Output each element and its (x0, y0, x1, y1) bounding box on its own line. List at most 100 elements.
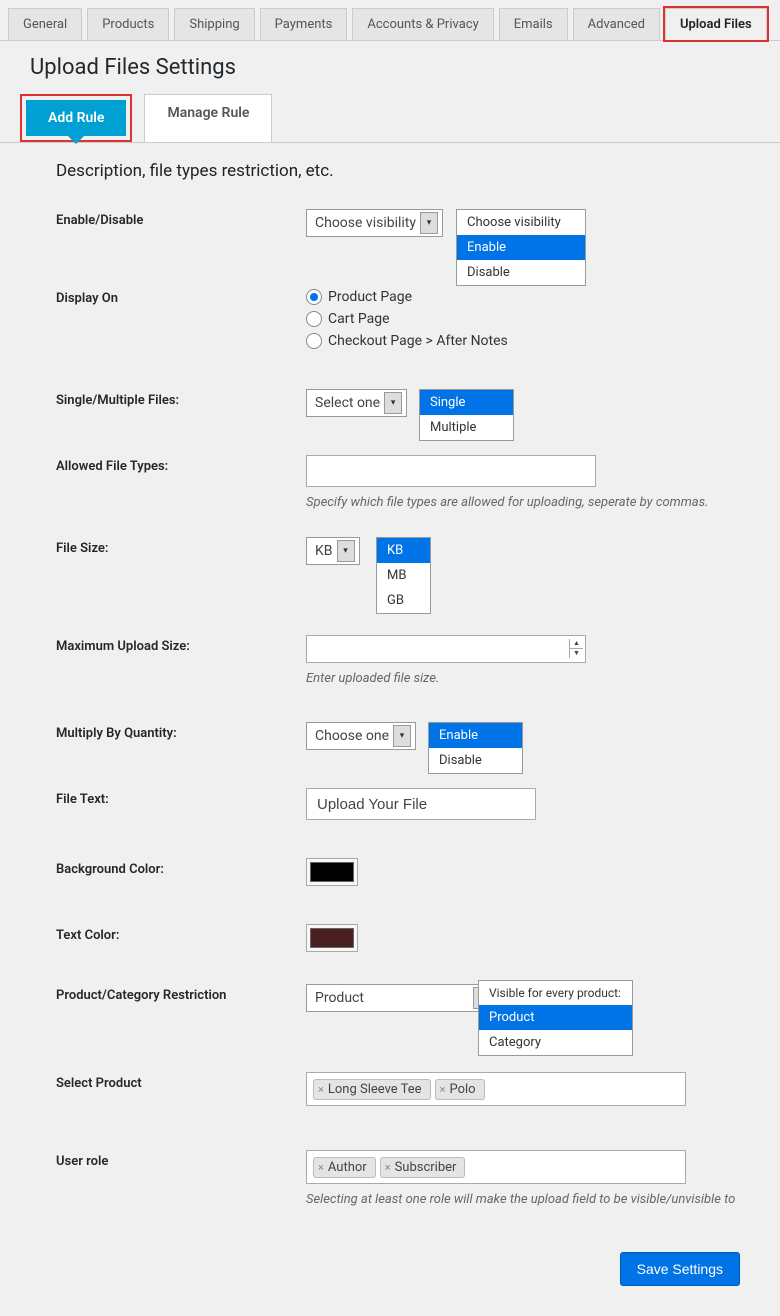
label-restriction: Product/Category Restriction (56, 984, 306, 1003)
radio-icon (306, 311, 322, 327)
chevron-down-icon: ▾ (420, 212, 438, 234)
section-description: Description, file types restriction, etc… (56, 161, 780, 181)
radio-product-page[interactable]: Product Page (306, 289, 760, 305)
dropdown-restriction: Visible for every product: Product Categ… (478, 980, 633, 1056)
dropdown-item-mb[interactable]: MB (377, 563, 430, 588)
close-icon[interactable]: × (440, 1083, 446, 1096)
spinner-down-icon[interactable]: ▼ (570, 649, 583, 658)
label-file-size: File Size: (56, 537, 306, 556)
dropdown-item-gb[interactable]: GB (377, 588, 430, 613)
dropdown-item-disable[interactable]: Disable (457, 260, 585, 285)
select-multiply-qty-value: Choose one (315, 728, 389, 744)
label-single-multiple: Single/Multiple Files: (56, 389, 306, 408)
dropdown-item-product[interactable]: Product (479, 1005, 632, 1030)
spinner-buttons[interactable]: ▲ ▼ (569, 639, 583, 658)
hint-user-role: Selecting at least one role will make th… (306, 1190, 760, 1210)
tab-products[interactable]: Products (87, 8, 169, 40)
chip-label: Subscriber (395, 1160, 457, 1175)
input-file-text[interactable] (306, 788, 536, 820)
tab-shipping[interactable]: Shipping (174, 8, 254, 40)
save-settings-button[interactable]: Save Settings (620, 1252, 740, 1286)
label-multiply-qty: Multiply By Quantity: (56, 722, 306, 741)
color-picker-text[interactable] (306, 924, 358, 952)
select-multiply-qty[interactable]: Choose one ▾ (306, 722, 416, 750)
dropdown-file-size: KB MB GB (376, 537, 431, 614)
select-visibility-value: Choose visibility (315, 215, 416, 231)
chevron-down-icon: ▾ (337, 540, 355, 562)
tab-advanced[interactable]: Advanced (573, 8, 660, 40)
subtabs: Add Rule Manage Rule (0, 94, 780, 143)
dropdown-item-disable-qty[interactable]: Disable (429, 748, 522, 773)
chip-label: Polo (449, 1082, 475, 1097)
tab-general[interactable]: General (8, 8, 82, 40)
multiselect-products[interactable]: × Long Sleeve Tee × Polo (306, 1072, 686, 1106)
radio-group-display-on: Product Page Cart Page Checkout Page > A… (306, 287, 760, 349)
label-bg-color: Background Color: (56, 858, 306, 877)
tab-upload-files[interactable]: Upload Files (665, 8, 767, 40)
label-file-text: File Text: (56, 788, 306, 807)
dropdown-item-enable[interactable]: Enable (457, 235, 585, 260)
chip-role: × Author (313, 1157, 376, 1178)
label-display-on: Display On (56, 287, 306, 306)
settings-form: Enable/Disable Choose visibility ▾ Choos… (0, 197, 780, 1222)
label-enable-disable: Enable/Disable (56, 209, 306, 228)
chip-role: × Subscriber (380, 1157, 466, 1178)
select-restriction-value: Product (315, 990, 364, 1006)
multiselect-user-roles[interactable]: × Author × Subscriber (306, 1150, 686, 1184)
hint-max-upload: Enter uploaded file size. (306, 669, 760, 689)
close-icon[interactable]: × (385, 1161, 391, 1174)
select-visibility[interactable]: Choose visibility ▾ (306, 209, 443, 237)
radio-label: Cart Page (328, 311, 390, 327)
dropdown-item-single[interactable]: Single (420, 390, 513, 415)
swatch-bg (310, 862, 354, 882)
subtab-manage-rule[interactable]: Manage Rule (144, 94, 272, 142)
chevron-down-icon: ▾ (384, 392, 402, 414)
page-title: Upload Files Settings (30, 55, 780, 80)
dropdown-item-category[interactable]: Category (479, 1030, 632, 1055)
radio-label: Checkout Page > After Notes (328, 333, 508, 349)
tab-payments[interactable]: Payments (260, 8, 348, 40)
close-icon[interactable]: × (318, 1161, 324, 1174)
chip-product: × Polo (435, 1079, 485, 1100)
swatch-text (310, 928, 354, 948)
label-allowed-types: Allowed File Types: (56, 455, 306, 474)
chevron-down-icon: ▾ (393, 725, 411, 747)
dropdown-visibility: Choose visibility Enable Disable (456, 209, 586, 286)
chip-product: × Long Sleeve Tee (313, 1079, 431, 1100)
hint-allowed-types: Specify which file types are allowed for… (306, 493, 760, 513)
radio-icon (306, 333, 322, 349)
dropdown-multiply-qty: Enable Disable (428, 722, 523, 774)
color-picker-bg[interactable] (306, 858, 358, 886)
select-single-multiple-value: Select one (315, 395, 380, 411)
spinner-up-icon[interactable]: ▲ (570, 639, 583, 649)
input-max-upload[interactable]: ▲ ▼ (306, 635, 586, 663)
label-text-color: Text Color: (56, 924, 306, 943)
dropdown-item-enable-qty[interactable]: Enable (429, 723, 522, 748)
dropdown-single-multiple: Single Multiple (419, 389, 514, 441)
close-icon[interactable]: × (318, 1083, 324, 1096)
radio-icon (306, 289, 322, 305)
select-restriction[interactable]: Product ▾ (306, 984, 496, 1012)
chip-label: Long Sleeve Tee (328, 1082, 422, 1097)
radio-cart-page[interactable]: Cart Page (306, 311, 760, 327)
dropdown-item-choose-visibility[interactable]: Choose visibility (457, 210, 585, 235)
label-max-upload: Maximum Upload Size: (56, 635, 306, 654)
tab-accounts-privacy[interactable]: Accounts & Privacy (352, 8, 493, 40)
dropdown-item-visible-all[interactable]: Visible for every product: (479, 981, 632, 1005)
dropdown-item-kb[interactable]: KB (377, 538, 430, 563)
highlight-box: Add Rule (20, 94, 132, 142)
radio-label: Product Page (328, 289, 412, 305)
subtab-add-rule[interactable]: Add Rule (26, 100, 126, 136)
top-tabs: General Products Shipping Payments Accou… (0, 0, 780, 41)
select-file-size-value: KB (315, 543, 333, 559)
select-file-size-unit[interactable]: KB ▾ (306, 537, 360, 565)
chip-label: Author (328, 1160, 367, 1175)
select-single-multiple[interactable]: Select one ▾ (306, 389, 407, 417)
label-select-product: Select Product (56, 1072, 306, 1091)
label-user-role: User role (56, 1150, 306, 1169)
dropdown-item-multiple[interactable]: Multiple (420, 415, 513, 440)
tab-emails[interactable]: Emails (499, 8, 568, 40)
radio-checkout-page[interactable]: Checkout Page > After Notes (306, 333, 760, 349)
input-allowed-types[interactable] (306, 455, 596, 487)
save-row: Save Settings (0, 1222, 780, 1316)
